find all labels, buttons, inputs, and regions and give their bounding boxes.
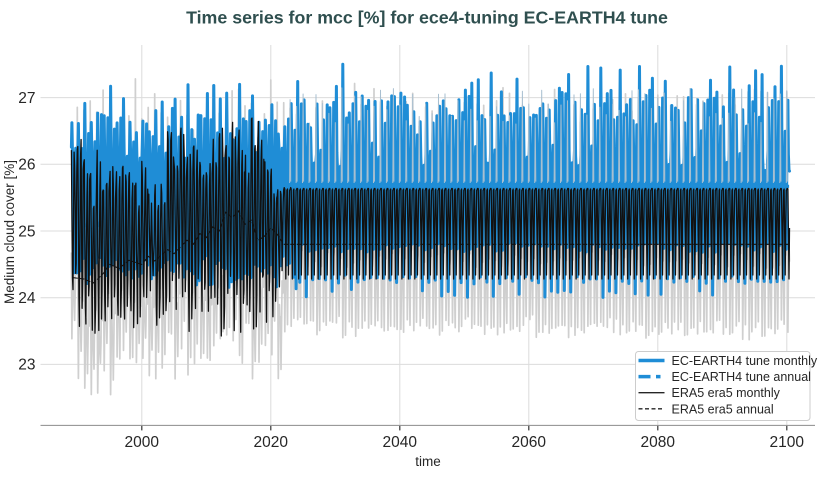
svg-text:ERA5 era5 annual: ERA5 era5 annual [672,402,774,416]
svg-text:2040: 2040 [383,434,418,451]
svg-text:2020: 2020 [254,434,289,451]
svg-text:27: 27 [18,90,35,107]
svg-text:time: time [415,454,441,469]
svg-text:23: 23 [18,357,35,374]
svg-text:2060: 2060 [512,434,547,451]
svg-text:2000: 2000 [125,434,160,451]
svg-text:2100: 2100 [770,434,805,451]
svg-text:26: 26 [18,157,35,174]
svg-text:EC-EARTH4 tune annual: EC-EARTH4 tune annual [672,370,811,384]
svg-text:EC-EARTH4 tune monthly: EC-EARTH4 tune monthly [672,354,818,368]
svg-text:Time series for mcc [%] for ec: Time series for mcc [%] for ece4-tuning … [186,8,668,28]
svg-text:ERA5 era5 monthly: ERA5 era5 monthly [672,386,781,400]
svg-text:2080: 2080 [641,434,676,451]
svg-text:24: 24 [18,290,36,307]
svg-text:25: 25 [18,223,35,240]
svg-text:Medium cloud cover [%]: Medium cloud cover [%] [2,160,17,304]
